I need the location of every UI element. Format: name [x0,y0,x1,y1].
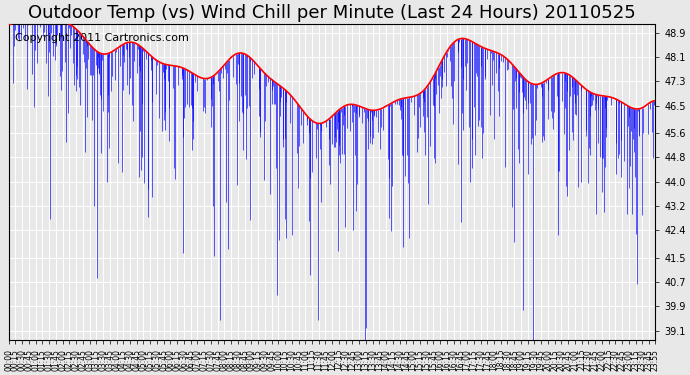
Text: Copyright 2011 Cartronics.com: Copyright 2011 Cartronics.com [15,33,189,43]
Title: Outdoor Temp (vs) Wind Chill per Minute (Last 24 Hours) 20110525: Outdoor Temp (vs) Wind Chill per Minute … [28,4,636,22]
